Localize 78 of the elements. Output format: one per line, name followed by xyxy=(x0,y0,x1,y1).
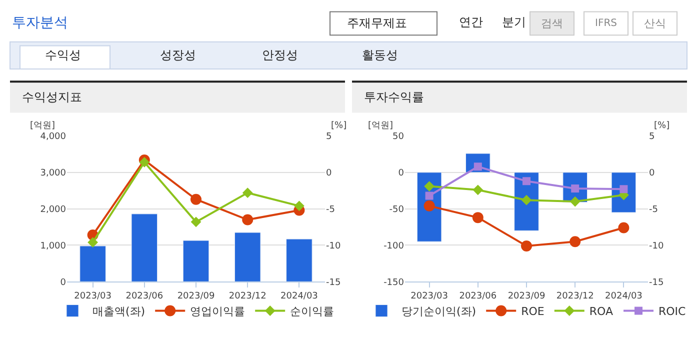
point xyxy=(190,194,202,205)
point xyxy=(522,177,530,186)
y2-tick-label: 5 xyxy=(649,132,655,142)
point xyxy=(242,214,254,226)
x-tick-label: 2023/03 xyxy=(74,291,112,302)
legend-label: 순이익률 xyxy=(290,305,334,318)
y2-tick-label: -15 xyxy=(326,278,341,288)
bar xyxy=(234,232,261,282)
x-tick-label: 2024/03 xyxy=(605,291,642,302)
y-tick-label: 50 xyxy=(392,132,404,142)
x-tick-label: 2023/06 xyxy=(126,291,164,302)
text: 분기 xyxy=(502,15,526,29)
text: 투자분석 xyxy=(12,15,68,31)
text: 활동성 xyxy=(362,48,398,62)
point xyxy=(294,200,304,212)
y2-tick-label: -5 xyxy=(326,204,335,215)
legend-label: 당기순이익(좌) xyxy=(402,305,476,318)
point xyxy=(88,237,98,248)
y2-tick-label: -10 xyxy=(649,241,664,252)
text: 성장성 xyxy=(160,48,196,62)
x-tick-label: 2023/09 xyxy=(177,291,215,302)
y2-tick-label: -10 xyxy=(326,241,341,252)
y-tick-label: 3,000 xyxy=(40,168,66,179)
y2-axis-title: [%] xyxy=(654,121,670,131)
legend-label: 영업이익률 xyxy=(190,305,246,318)
point xyxy=(521,194,532,206)
y2-axis-title: [%] xyxy=(331,121,347,131)
bar xyxy=(80,246,106,282)
point xyxy=(242,188,253,198)
x-tick-label: 2023/12 xyxy=(556,291,594,302)
point xyxy=(425,192,434,200)
point xyxy=(424,200,435,212)
x-tick-label: 2023/06 xyxy=(459,291,497,302)
y2-tick-label: -5 xyxy=(649,204,658,215)
text: IFRS xyxy=(595,18,617,29)
point xyxy=(190,216,202,228)
x-tick-label: 2023/12 xyxy=(228,291,266,302)
y-tick-label: -100 xyxy=(384,241,404,252)
text: 수익성 xyxy=(45,48,81,62)
text: 연간 xyxy=(459,15,483,29)
point xyxy=(472,184,484,196)
point xyxy=(139,157,150,168)
legend-label: 매출액(좌) xyxy=(92,305,146,318)
point xyxy=(570,236,581,248)
y2-tick-label: -15 xyxy=(649,278,664,288)
x-tick-label: 2023/09 xyxy=(508,291,546,302)
y-tick-label: 0 xyxy=(398,168,404,179)
legend-label: ROE xyxy=(521,305,544,318)
y-axis-title: [억원] xyxy=(368,121,394,131)
point xyxy=(521,240,532,252)
bar xyxy=(131,214,158,282)
y-tick-label: 2,000 xyxy=(40,204,66,215)
text: 산식 xyxy=(644,17,666,30)
y2-tick-label: 0 xyxy=(649,168,655,179)
y-axis-title: [억원] xyxy=(30,121,56,131)
y-tick-label: -150 xyxy=(384,278,404,288)
bar xyxy=(182,240,210,282)
point xyxy=(570,196,580,207)
point xyxy=(618,222,630,234)
x-tick-label: 2023/03 xyxy=(410,291,448,302)
chart-title: 수익성지표 xyxy=(22,90,82,104)
x-tick-label: 2024/03 xyxy=(280,291,318,302)
chart-title: 투자수익률 xyxy=(364,90,424,104)
text: 주재무제표 xyxy=(347,16,407,30)
y2-tick-label: 0 xyxy=(326,168,332,179)
legend-label: ROIC xyxy=(658,305,686,318)
point xyxy=(472,212,484,224)
bar xyxy=(286,238,312,282)
text: 검색 xyxy=(541,17,563,30)
y-tick-label: 4,000 xyxy=(40,132,66,142)
text: 안정성 xyxy=(262,48,298,62)
point xyxy=(620,185,628,194)
point xyxy=(424,181,434,192)
y-tick-label: 0 xyxy=(60,278,66,288)
y-tick-label: -50 xyxy=(389,204,404,215)
y-tick-label: 1,000 xyxy=(40,241,66,252)
legend-label: ROA xyxy=(589,305,614,318)
y2-tick-label: 5 xyxy=(326,132,332,142)
